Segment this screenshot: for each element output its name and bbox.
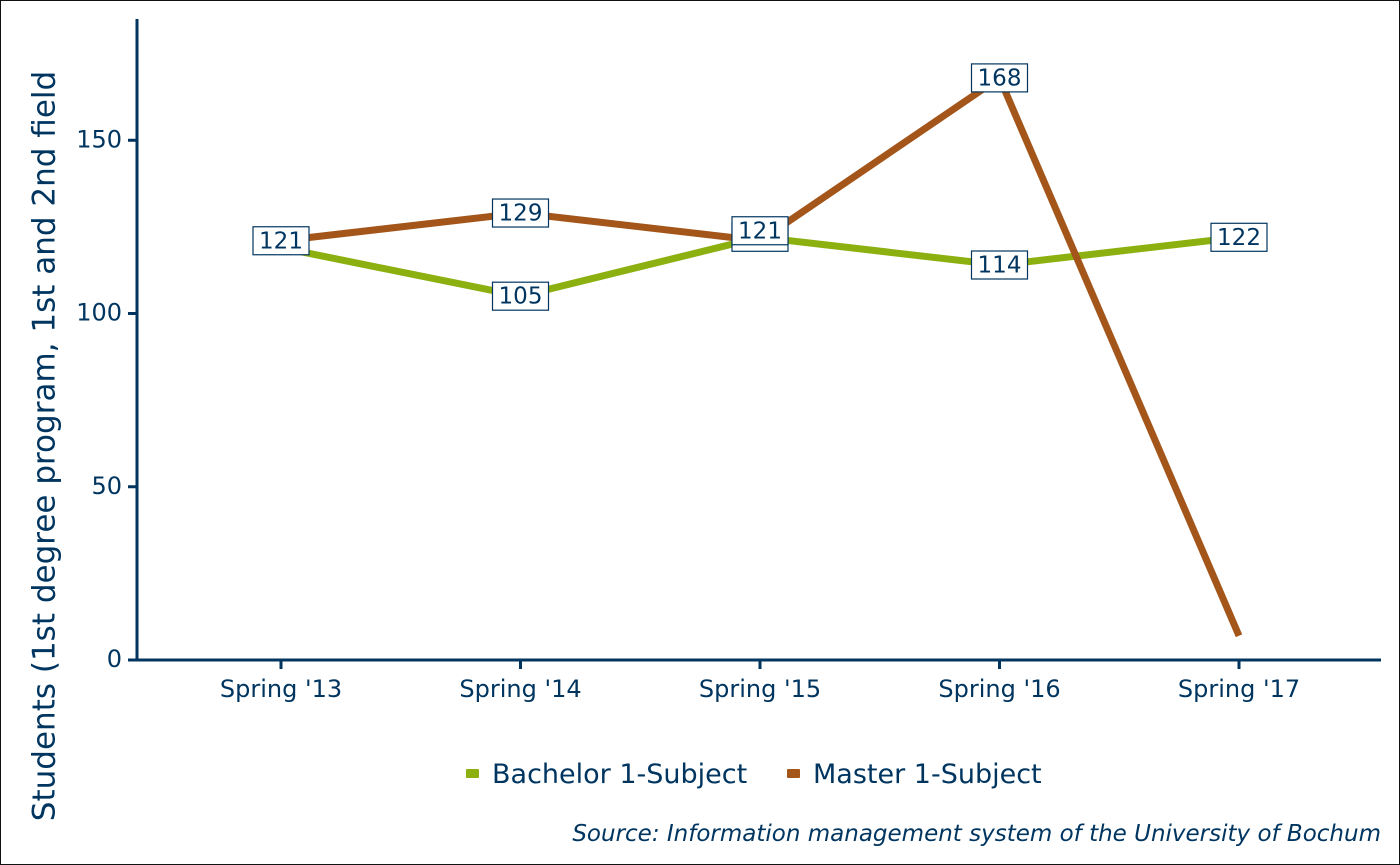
legend-swatch-bachelor-1-subject (466, 769, 479, 778)
data-label-value: 121 (259, 228, 303, 254)
legend-swatch-master-1-subject (787, 769, 800, 778)
data-label-value: 168 (978, 65, 1022, 91)
data-label-master-1-subject-spring-15: 121 (731, 216, 789, 246)
y-tick-label-150: 150 (76, 125, 122, 153)
data-label-box (491, 198, 550, 228)
data-label-value: 122 (1217, 225, 1261, 251)
data-label-box (491, 281, 550, 311)
x-tick-label-spring-14: Spring '14 (459, 675, 581, 703)
data-label-bachelor-1-subject-spring-14: 105 (491, 281, 550, 311)
series-line-master-1-subject (280, 72, 1243, 638)
axes-layer: 0 50 100 150 Spring '13 Spring '14 Spring '15 S… (76, 19, 1381, 703)
data-label-value: 129 (499, 201, 543, 227)
data-label-value: 114 (978, 253, 1022, 279)
y-tick-label-100: 100 (76, 299, 122, 327)
x-tick-label-spring-16: Spring '16 (938, 675, 1060, 703)
data-label-box (731, 216, 789, 246)
data-label-bachelor-1-subject-spring-17: 122 (1210, 222, 1268, 252)
x-tick-label-spring-13: Spring '13 (220, 675, 342, 703)
data-label-master-1-subject-spring-16: 168 (970, 63, 1029, 93)
y-tick-label-0: 0 (107, 645, 122, 673)
data-label-master-1-subject-spring-13: 121 (252, 226, 310, 256)
x-tick-label-spring-15: Spring '15 (699, 675, 821, 703)
data-label-box (970, 63, 1029, 93)
legend: Bachelor 1-Subject Master 1-Subject (466, 759, 1042, 790)
data-labels-layer: 105122114122121129121168 (252, 63, 1268, 311)
x-tick-label-spring-17: Spring '17 (1178, 675, 1300, 703)
data-label-value: 105 (499, 284, 543, 310)
data-label-bachelor-1-subject-spring-16: 114 (970, 250, 1029, 280)
data-label-value: 121 (738, 218, 782, 244)
legend-label-bachelor-1-subject: Bachelor 1-Subject (492, 759, 747, 790)
data-label-box (252, 226, 310, 256)
y-tick-label-50: 50 (91, 472, 122, 500)
source-caption: Source: Information management system of… (572, 821, 1381, 847)
data-label-box (970, 250, 1029, 280)
series-layer (280, 72, 1243, 638)
legend-label-master-1-subject: Master 1-Subject (813, 759, 1042, 790)
data-label-box (1210, 222, 1268, 252)
y-axis-title: Students (1st degree program, 1st and 2n… (27, 71, 63, 821)
data-label-master-1-subject-spring-14: 129 (491, 198, 550, 228)
